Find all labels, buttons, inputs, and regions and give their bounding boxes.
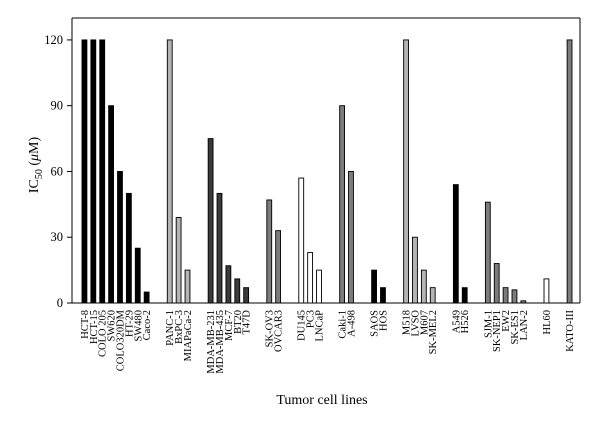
x-category-label: SK-MEL2 (428, 310, 439, 354)
bar-sk-nep1 (493, 263, 500, 304)
bar-a549 (452, 184, 459, 304)
bar-hos (380, 287, 386, 304)
y-tick-label: 120 (44, 33, 63, 47)
y-tick-label: 90 (51, 99, 64, 113)
x-category-label: DU145 (297, 310, 308, 341)
x-category-label: COLO 205 (98, 310, 109, 357)
x-category-label: A-498 (346, 310, 357, 337)
x-category-label: PC3 (306, 310, 317, 328)
bar-sw480 (134, 247, 141, 304)
x-category-label: HOS (378, 310, 389, 331)
x-category-label: BT20 (233, 310, 244, 334)
y-axis-title: IC50 (μM) (27, 137, 45, 194)
y-ticks: 0 30 60 90 120 (44, 33, 72, 310)
x-category-label: SAOS (370, 310, 381, 337)
bar-t47d (243, 287, 250, 304)
bar-ew2 (502, 287, 509, 304)
bar-hct-15 (90, 39, 97, 304)
x-category-label: HCT-8 (80, 310, 91, 339)
bar-lvso (412, 236, 418, 304)
x-category-label: SW620 (107, 310, 118, 342)
bar-caco-2 (143, 291, 150, 304)
bar-a-498 (348, 171, 354, 304)
bar-kato-iii (566, 39, 573, 304)
x-category-label: LNCaP (315, 310, 326, 342)
bar-saos (371, 269, 377, 304)
x-category-label: KATO-III (565, 309, 576, 351)
y-tick-label: 60 (51, 164, 64, 178)
x-category-label: COLO320DM (115, 309, 126, 371)
bar-lan-2 (520, 300, 527, 304)
bar-colo320dm (117, 171, 123, 304)
x-category-label: HT-29 (124, 310, 135, 337)
x-category-label: MCF-7 (224, 310, 235, 341)
x-category-label: MIAPaCa-2 (183, 310, 194, 361)
x-category-label: M607 (419, 310, 430, 335)
bar-m607 (420, 269, 427, 304)
x-category-label: HL60 (542, 310, 553, 335)
bar-mda-mb-435 (216, 192, 223, 304)
bar-colo-205 (99, 39, 106, 304)
bar-miapaca-2 (184, 269, 191, 304)
bars (81, 39, 573, 304)
x-category-label: SW480 (133, 310, 144, 342)
x-category-label: T47D (242, 310, 253, 335)
x-category-label: MDA-MB-231 (206, 310, 217, 374)
bar-mda-mb-231 (207, 138, 214, 304)
x-axis-title: Tumor cell lines (276, 393, 367, 408)
bar-m518 (403, 39, 409, 304)
x-category-label: MDA-MB-435 (215, 310, 226, 374)
bar-ht-29 (125, 192, 132, 304)
bar-du145 (298, 177, 305, 304)
bar-sk-mel2 (429, 287, 436, 304)
x-category-label: LAN-2 (519, 310, 530, 340)
y-tick-label: 30 (51, 230, 64, 244)
x-category-label: LVSO (410, 310, 421, 337)
axes (71, 17, 581, 304)
x-category-label: H526 (460, 310, 471, 333)
x-category-label: EW2 (501, 310, 512, 332)
x-category-label: Caco-2 (142, 310, 153, 340)
bar-sjm-1 (484, 201, 491, 304)
bar-hl60 (543, 278, 550, 304)
bar-lncap (316, 269, 322, 304)
bar-pc3 (307, 252, 314, 304)
bar-mcf-7 (225, 265, 232, 304)
x-category-label: M518 (402, 310, 413, 335)
bar-sk-ov3 (266, 199, 273, 304)
bar-sw620 (108, 105, 114, 304)
bar-sk-es1 (511, 289, 518, 304)
x-category-label: A549 (451, 310, 462, 333)
bar-bt20 (234, 278, 241, 304)
x-category-label: PANC-1 (165, 310, 176, 346)
bar-bxpc-3 (175, 217, 182, 304)
x-category-label: HCT-15 (89, 310, 100, 344)
x-category-label: SJM-1 (483, 310, 494, 338)
bar-ovcar3 (275, 230, 282, 304)
bar-h526 (461, 287, 468, 304)
x-category-label: SK-ES1 (510, 310, 521, 344)
x-category-label: BxPC-3 (174, 310, 185, 344)
x-category-label: SK-OV3 (265, 310, 276, 347)
bar-caki-1 (339, 105, 345, 304)
bar-panc-1 (166, 39, 173, 304)
x-category-label: Caki-1 (338, 310, 349, 339)
x-category-label: SK-NEP1 (492, 310, 503, 352)
bar-hct-8 (81, 39, 88, 304)
y-tick-label: 0 (57, 296, 63, 310)
x-category-label: OVCAR3 (274, 310, 285, 352)
